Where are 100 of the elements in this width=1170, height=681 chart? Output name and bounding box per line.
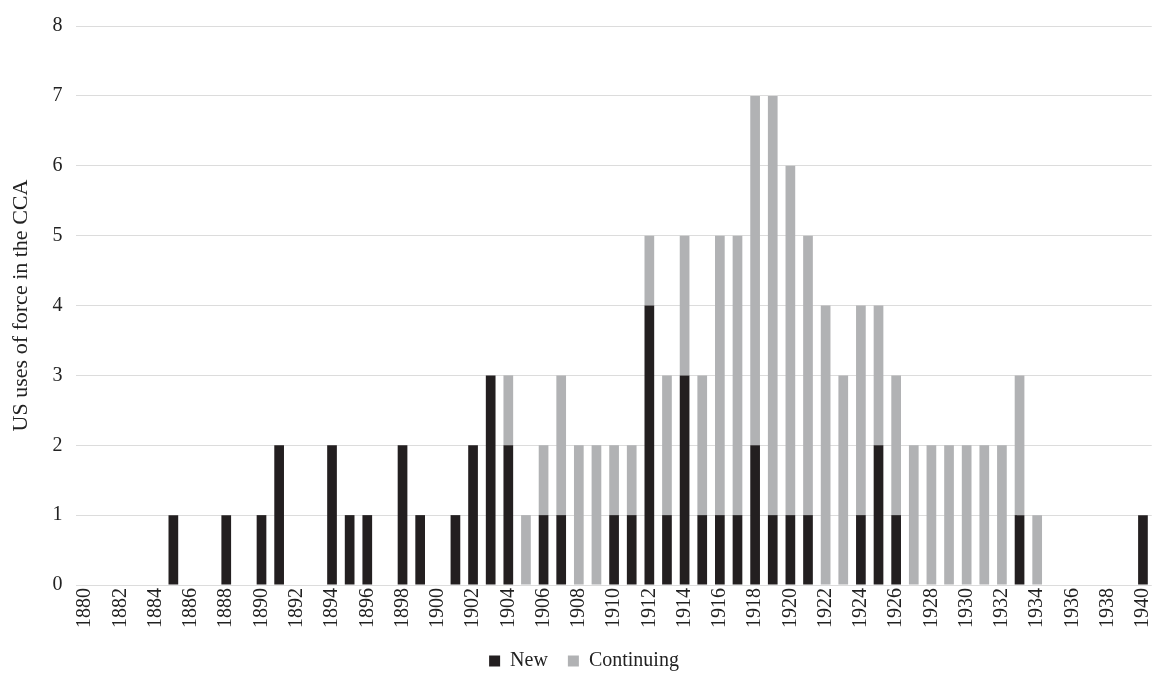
bar [767,515,778,585]
legend-label: Continuing [588,648,679,672]
y-tick-label: 8 [52,13,63,36]
bar [997,445,1007,585]
x-tick-label: 1940 [1130,588,1153,628]
x-tick-label: 1918 [742,588,765,628]
x-tick-label: 1906 [530,588,553,628]
bar [397,445,408,585]
bar [715,515,725,585]
y-tick-label: 0 [52,572,63,595]
bar [362,515,373,585]
x-tick-label: 1904 [495,588,518,628]
x-tick-label: 1890 [248,588,271,628]
bar [485,375,496,585]
x-tick-label: 1916 [707,588,730,628]
bar [221,515,232,585]
x-tick-label: 1920 [777,588,800,628]
bar [609,515,619,585]
x-tick-label: 1908 [566,588,589,628]
bar [609,445,619,516]
x-tick-label: 1892 [284,588,307,628]
x-tick-label: 1880 [72,588,95,628]
bar [556,515,567,585]
bar [538,445,549,516]
bar [662,375,672,516]
bar [626,445,637,516]
bar [873,445,884,585]
bar [538,515,549,585]
bar [820,305,831,585]
x-tick-label: 1896 [354,588,377,628]
bar [856,305,866,516]
bar [344,515,355,585]
x-tick-label: 1936 [1059,588,1082,628]
x-tick-label: 1886 [178,588,201,628]
bar [767,95,778,516]
bar [591,445,602,585]
y-tick-label: 6 [52,153,63,175]
x-tick-label: 1932 [989,588,1012,628]
x-tick-label: 1934 [1024,588,1047,628]
x-tick-label: 1926 [883,588,906,628]
bar [750,445,760,585]
x-tick-label: 1882 [107,588,130,628]
x-tick-label: 1894 [319,588,342,628]
bar [785,515,796,585]
x-tick-label: 1938 [1094,588,1117,628]
bar [1014,375,1025,516]
bar [503,375,514,446]
x-tick-label: 1930 [953,588,976,628]
bar [679,235,690,376]
x-tick-label: 1898 [389,588,412,628]
bar [468,445,478,585]
bar [256,515,267,585]
x-tick-label: 1924 [848,588,871,628]
bar [979,445,990,585]
x-tick-label: 1910 [601,588,624,628]
y-tick-label: 4 [52,292,63,315]
bar [891,515,901,585]
bar [644,235,655,306]
x-tick-label: 1922 [812,588,835,628]
bar [838,375,849,585]
bar [908,445,919,585]
x-tick-label: 1884 [142,588,165,628]
bar [503,445,514,585]
y-tick-label: 5 [52,222,63,245]
bar [521,515,531,585]
bar [873,305,884,446]
bar [626,515,637,585]
bar [926,445,937,585]
x-tick-label: 1914 [671,588,694,628]
bar [1014,515,1025,585]
bar [856,515,866,585]
bar [715,235,725,516]
x-tick-label: 1900 [425,588,448,628]
y-tick-label: 3 [52,362,63,385]
bar [415,515,426,585]
x-tick-label: 1902 [460,588,483,628]
y-tick-label: 1 [52,502,63,525]
legend-label: New [510,648,549,671]
bar [732,515,743,585]
bar [556,375,567,516]
bar [1032,515,1043,585]
x-tick-label: 1888 [213,588,236,628]
x-tick-label: 1928 [918,588,941,628]
bar [750,95,760,446]
bar [644,305,655,585]
bar [662,515,672,585]
bar [679,375,690,585]
bar [697,515,708,585]
y-tick-label: 7 [52,83,63,106]
bar [944,445,954,585]
bar [1138,515,1148,585]
x-tick-label: 1912 [636,588,659,628]
bar [274,445,284,585]
bar [785,165,796,516]
y-axis-title: US uses of force in the CCA [6,179,32,432]
bar [450,515,461,585]
bar [573,445,584,585]
bar [732,235,743,516]
bar [961,445,972,585]
y-tick-label: 2 [52,432,63,455]
